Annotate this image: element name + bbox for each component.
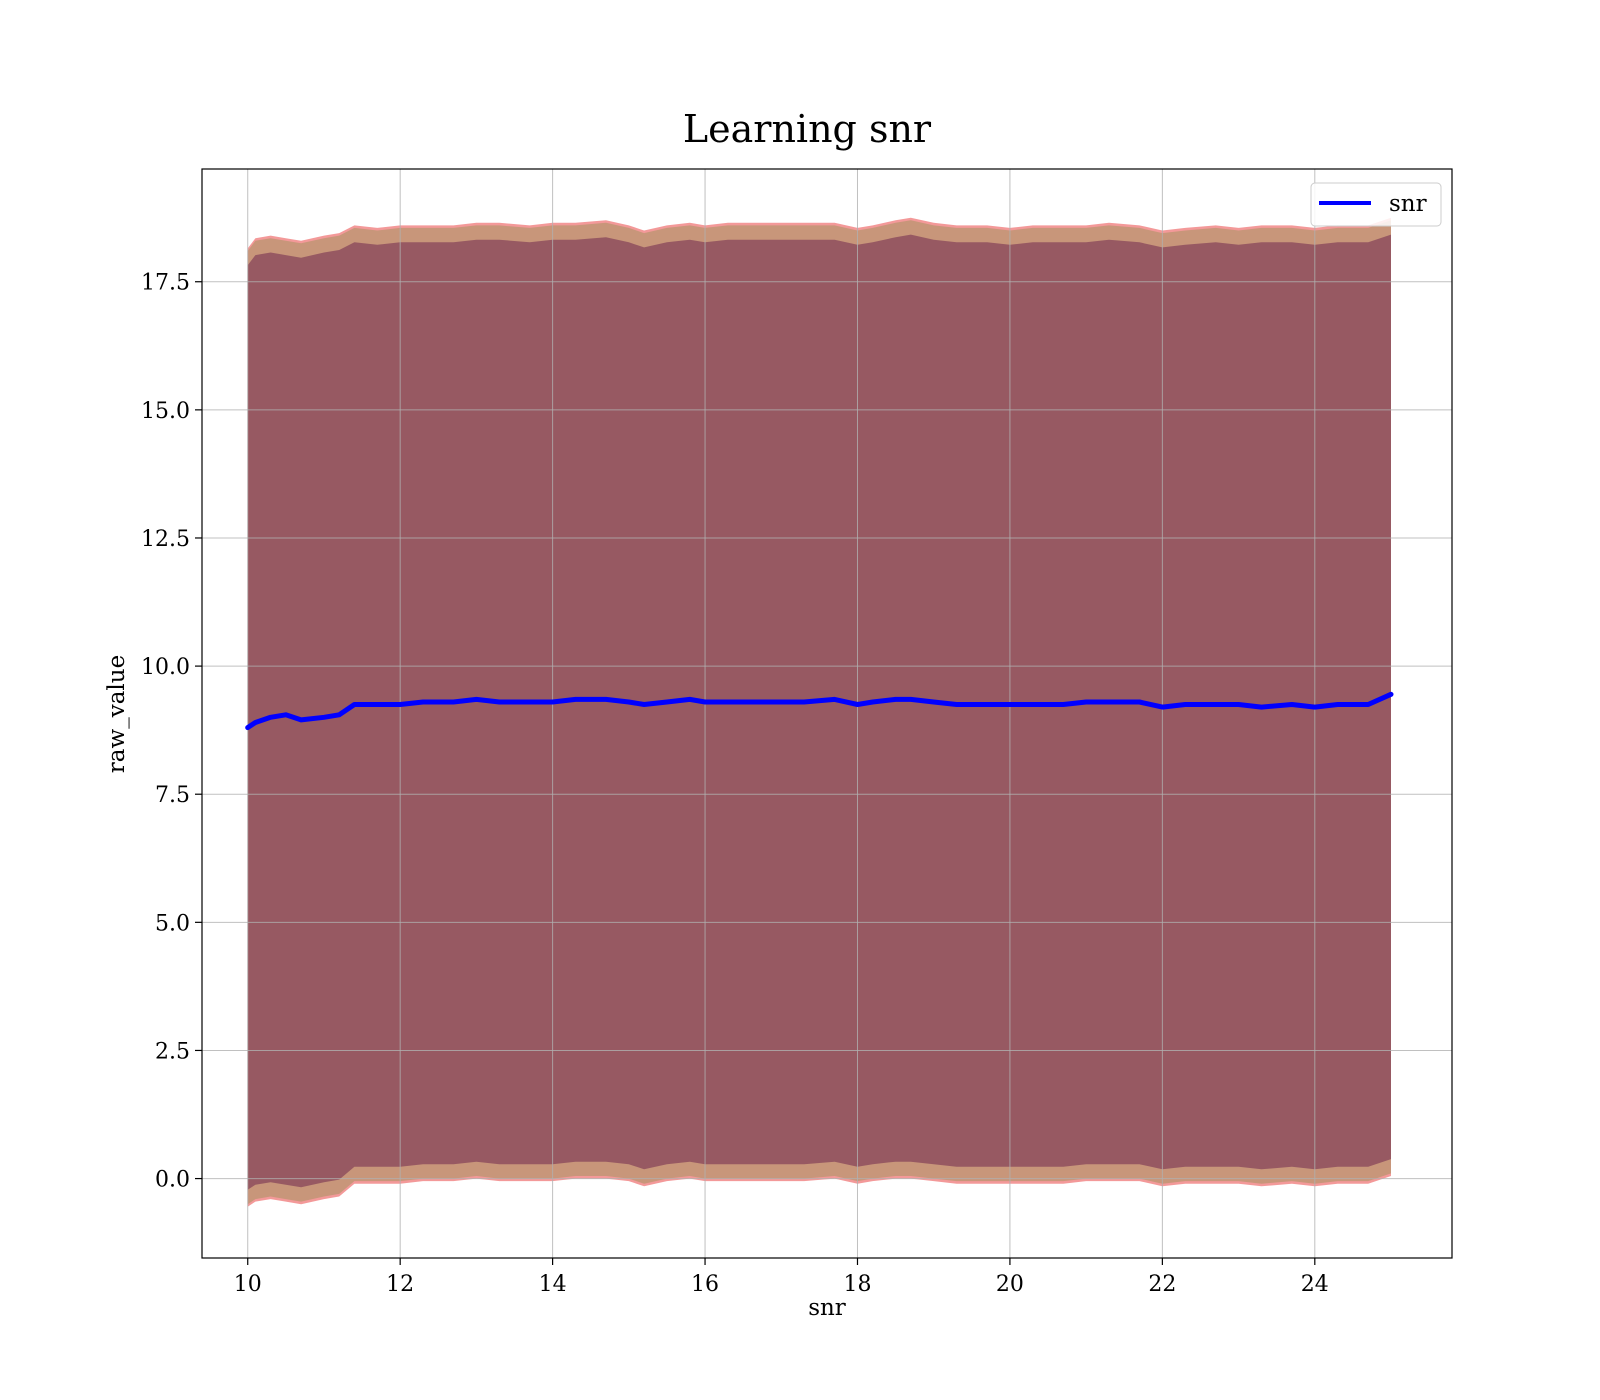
y-axis-label: raw_value: [104, 655, 130, 773]
series-line-snr: [245, 691, 1394, 731]
grid-layer: [202, 169, 1452, 1258]
y-tick-label: 17.5: [141, 271, 190, 296]
legend-label-snr: snr: [1389, 191, 1427, 217]
y-tick-label: 10.0: [141, 655, 190, 680]
legend: snr: [1310, 182, 1442, 227]
tick-layer: 10 12 14 16 18 20 22 24 0.0 2.5 5.0 7.5 10.0 12.5 15.0…: [141, 271, 1329, 1297]
x-tick-label: 24: [1301, 1272, 1329, 1297]
x-tick-label: 20: [996, 1272, 1024, 1297]
plot-frame: [201, 168, 1453, 1259]
chart-title: Learning snr: [683, 107, 932, 151]
band-inner: [247, 234, 1392, 1190]
x-tick-label: 14: [539, 1272, 567, 1297]
legend-box: [1310, 182, 1442, 227]
y-tick-label: 7.5: [155, 783, 190, 808]
line-layer: [245, 691, 1394, 731]
x-axis-label: snr: [808, 1295, 846, 1321]
y-tick-label: 5.0: [155, 911, 190, 936]
x-tick-label: 18: [843, 1272, 871, 1297]
y-tick-label: 0.0: [155, 1168, 190, 1193]
x-tick-label: 16: [691, 1272, 719, 1297]
y-tick-label: 2.5: [155, 1039, 190, 1064]
band-layer: [247, 217, 1392, 1207]
x-tick-label: 22: [1148, 1272, 1176, 1297]
y-tick-label: 15.0: [141, 399, 190, 424]
y-tick-label: 12.5: [141, 527, 190, 552]
x-tick-label: 10: [234, 1272, 262, 1297]
x-tick-label: 12: [386, 1272, 414, 1297]
